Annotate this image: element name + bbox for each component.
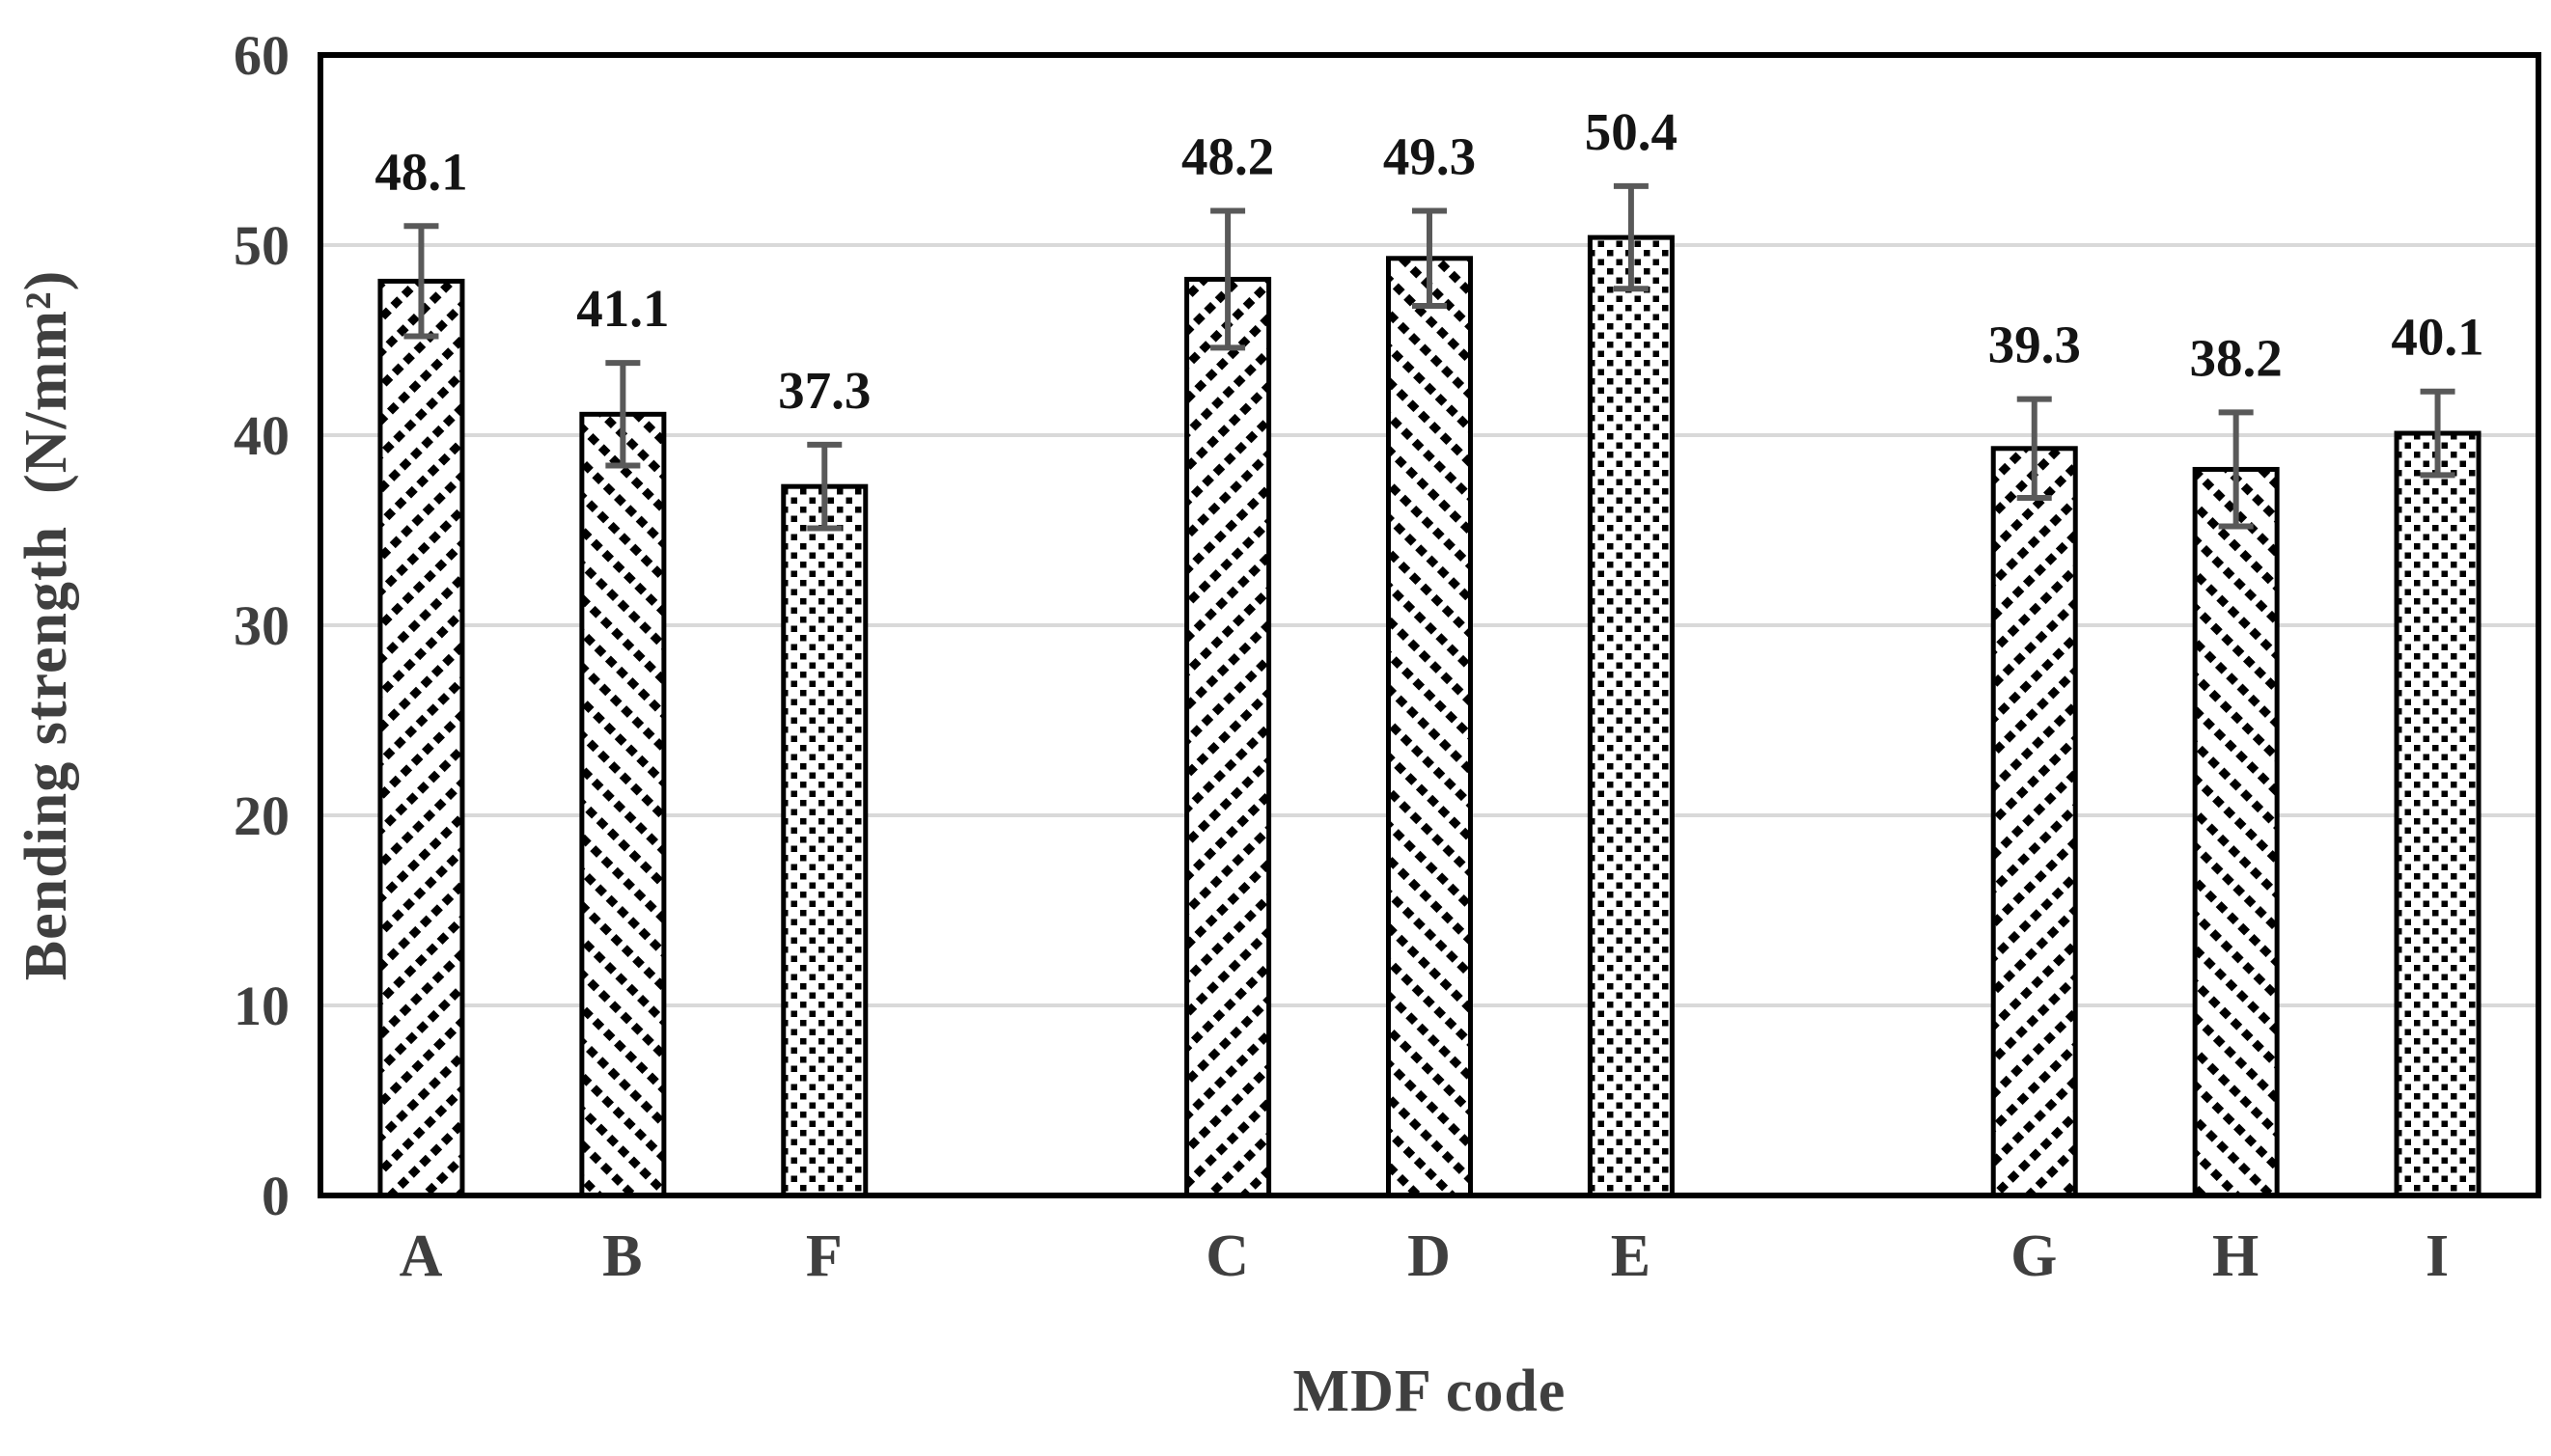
data-label-B: 41.1 (576, 279, 669, 338)
error-bar-C (1210, 207, 1246, 351)
x-label-I: I (2426, 1223, 2450, 1289)
x-label-H: H (2212, 1223, 2260, 1289)
error-bar-F (807, 441, 843, 532)
x-label-A: A (400, 1223, 444, 1289)
x-label-F: F (806, 1223, 844, 1289)
x-axis-title: MDF code (1293, 1359, 1567, 1424)
y-tick-label-50: 50 (234, 214, 290, 277)
error-bar-G (2016, 396, 2052, 502)
error-bar-I (2420, 388, 2455, 479)
data-label-C: 48.2 (1181, 127, 1274, 186)
x-label-E: E (1611, 1223, 1651, 1289)
x-label-C: C (1206, 1223, 1250, 1289)
y-axis-title: Bending strength (N/mm²) (14, 270, 79, 981)
bar-C (1184, 276, 1272, 1198)
error-bars (403, 182, 2455, 532)
data-label-F: 37.3 (778, 361, 871, 420)
bar-E (1587, 234, 1675, 1198)
x-label-D: D (1407, 1223, 1452, 1289)
bar-I (2394, 430, 2482, 1198)
bar-D (1386, 256, 1473, 1198)
y-axis-tick-labels: 0 10 20 30 40 50 60 (234, 24, 290, 1227)
bar-B (579, 411, 667, 1198)
data-labels: 48.1 41.1 37.3 48.2 49.3 50.4 39.3 38.2 40.1 (374, 102, 2483, 420)
error-bar-E (1613, 182, 1649, 292)
x-label-B: B (602, 1223, 643, 1289)
bar-A (377, 278, 465, 1198)
plot-border (318, 52, 2541, 1198)
data-label-A: 48.1 (374, 142, 467, 201)
y-tick-label-10: 10 (234, 975, 290, 1037)
data-label-G: 39.3 (1988, 316, 2081, 374)
error-bar-H (2218, 409, 2254, 530)
bar-H (2192, 466, 2280, 1198)
error-bar-D (1412, 207, 1447, 310)
data-label-D: 49.3 (1383, 127, 1476, 186)
y-tick-label-20: 20 (234, 784, 290, 847)
data-label-E: 50.4 (1585, 102, 1678, 161)
y-tick-label-30: 30 (234, 594, 290, 657)
error-bar-B (605, 360, 641, 469)
data-label-I: 40.1 (2391, 308, 2483, 367)
bars (377, 234, 2482, 1198)
y-tick-label-60: 60 (234, 24, 290, 87)
y-tick-label-40: 40 (234, 404, 290, 467)
bar-G (1990, 446, 2078, 1198)
data-label-H: 38.2 (2190, 328, 2283, 387)
y-tick-label-0: 0 (262, 1165, 290, 1227)
error-bar-A (403, 223, 439, 340)
bar-F (781, 483, 869, 1198)
x-label-G: G (2010, 1223, 2058, 1289)
